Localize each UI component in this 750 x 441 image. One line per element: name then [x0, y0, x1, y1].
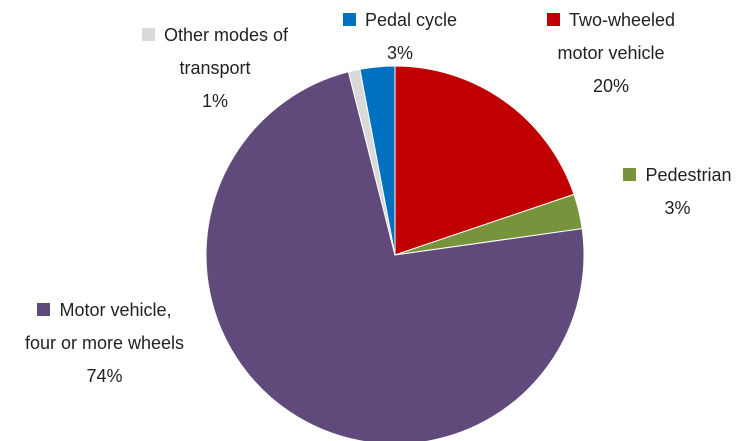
- slice-label: Two-wheeled motor vehicle 20%: [525, 4, 697, 103]
- legend-swatch: [623, 168, 637, 181]
- value-label: 3%: [664, 198, 691, 218]
- category-label: Pedal cycle: [364, 10, 458, 30]
- value-label: 74%: [86, 366, 123, 386]
- value-label: 3%: [386, 43, 413, 63]
- legend-swatch: [141, 28, 155, 41]
- slice-label: Pedal cycle 3%: [320, 4, 480, 70]
- category-label: Other modes of transport: [163, 25, 289, 78]
- category-label: Two-wheeled motor vehicle: [557, 10, 676, 63]
- category-label: Pedestrian: [645, 165, 732, 185]
- value-label: 20%: [592, 76, 630, 96]
- slice-label: Other modes of transport 1%: [105, 19, 325, 118]
- category-label: Motor vehicle, four or more wheels: [24, 300, 185, 353]
- slice-label: Motor vehicle, four or more wheels 74%: [22, 294, 187, 393]
- value-label: 1%: [201, 91, 228, 111]
- pie-slice: [205, 71, 585, 441]
- legend-swatch: [342, 13, 356, 26]
- pie-slice: [394, 65, 575, 256]
- pie-slice: [359, 65, 396, 256]
- legend-swatch: [37, 303, 51, 316]
- slice-label: Pedestrian 3%: [605, 159, 750, 225]
- legend-swatch: [546, 13, 560, 26]
